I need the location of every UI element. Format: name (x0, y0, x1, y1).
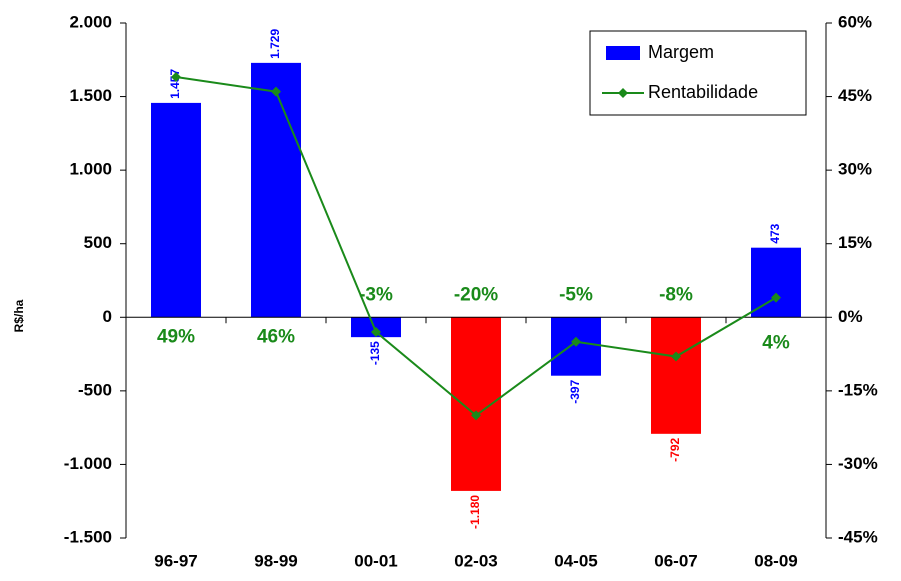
line-marker (171, 71, 181, 82)
y2-tick-label: 15% (838, 233, 872, 252)
y2-tick-label: 60% (838, 12, 872, 31)
line-marker (571, 336, 581, 347)
line-value-label: -5% (559, 284, 593, 305)
legend-box (589, 30, 807, 116)
legend-marker (618, 88, 628, 98)
y-tick-label: 1.500 (69, 86, 112, 105)
bar-value-label: -397 (568, 379, 582, 403)
line-value-label: -3% (359, 284, 393, 305)
bar (151, 102, 201, 318)
bar (451, 317, 501, 491)
legend-swatch (606, 46, 640, 60)
y-axis-label: R$/ha (12, 299, 26, 332)
line-value-label: 46% (257, 326, 295, 347)
legend-label: Margem (648, 42, 714, 62)
y2-tick-label: -30% (838, 454, 878, 473)
x-tick-label: 08-09 (754, 551, 797, 570)
bar (751, 247, 801, 318)
x-tick-label: 02-03 (454, 551, 497, 570)
y-tick-label: 2.000 (69, 12, 112, 31)
bar-value-label: -1.180 (468, 495, 482, 529)
bar-value-label: 473 (768, 223, 782, 243)
y-tick-label: -500 (78, 380, 112, 399)
y2-tick-label: 30% (838, 160, 872, 179)
y2-tick-label: 0% (838, 307, 863, 326)
line-value-label: -20% (454, 284, 498, 305)
y-tick-label: 0 (103, 307, 112, 326)
y-tick-label: 1.000 (69, 160, 112, 179)
line-marker (771, 292, 781, 303)
legend-label: Rentabilidade (648, 82, 758, 102)
bar-value-label: 1.729 (268, 29, 282, 59)
y2-tick-label: -15% (838, 380, 878, 399)
y-tick-label: -1.000 (64, 454, 112, 473)
line-marker (471, 410, 481, 421)
y-tick-label: 500 (84, 233, 112, 252)
bar (651, 317, 701, 434)
line-value-label: 4% (762, 332, 790, 353)
y2-tick-label: 45% (838, 86, 872, 105)
line-marker (371, 327, 381, 337)
bar (251, 62, 301, 318)
line-marker (671, 351, 681, 362)
line-marker (271, 86, 281, 97)
bar-value-label: -792 (668, 438, 682, 462)
x-tick-label: 04-05 (554, 551, 597, 570)
x-tick-label: 98-99 (254, 551, 297, 570)
x-tick-label: 96-97 (154, 551, 197, 570)
line-value-label: 49% (157, 326, 195, 347)
line-value-label: -8% (659, 284, 693, 305)
x-tick-label: 00-01 (354, 551, 397, 570)
bar-value-label: -135 (368, 341, 382, 365)
x-tick-label: 06-07 (654, 551, 697, 570)
y2-tick-label: -45% (838, 527, 878, 546)
y-tick-label: -1.500 (64, 527, 112, 546)
